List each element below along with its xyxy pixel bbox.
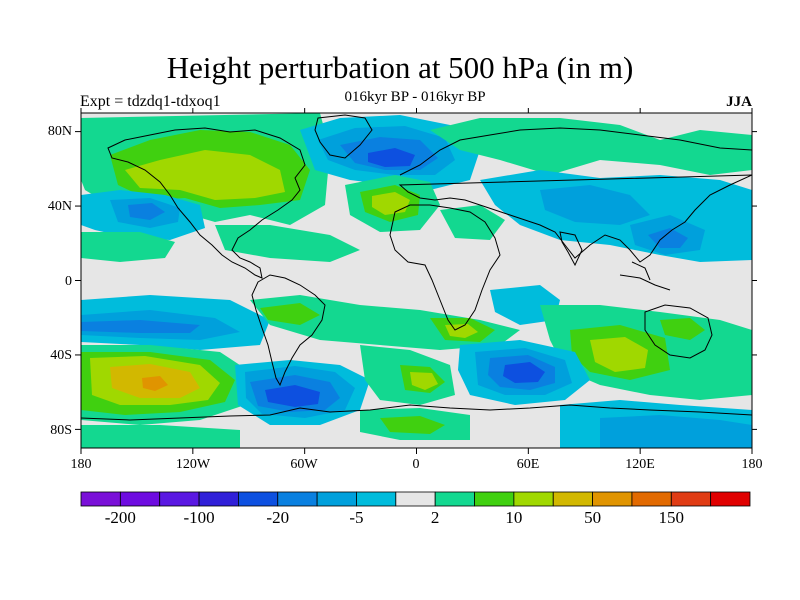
colorbar-box (198, 491, 239, 507)
colorbar-box (631, 491, 672, 507)
anomaly-antarctic-core (600, 415, 752, 448)
anomaly-southeast-pacific-peak (142, 376, 168, 391)
coastline-australia (644, 304, 713, 359)
season-label: JJA (726, 94, 752, 110)
anomaly-antarctic-positive (81, 425, 240, 448)
axis-ticks (75, 108, 757, 454)
lon-tick-label: 180 (742, 457, 763, 472)
anomaly-south-pacific-max (81, 320, 200, 333)
colorbar-label: -5 (349, 508, 363, 527)
anomaly-east-pacific-positive (215, 225, 360, 262)
lon-tick-label: 0 (413, 457, 420, 472)
contour-field (81, 113, 752, 448)
colorbar-label: 2 (431, 508, 440, 527)
latitude-labels: 80N 40N 0 40S 80S (48, 124, 72, 438)
anomaly-asia-core (540, 185, 650, 225)
colorbar-label: 10 (505, 508, 522, 527)
anomaly-south-atlantic-lower-max (410, 372, 438, 390)
anomaly-eurasia-positive (430, 118, 752, 175)
colorbar-box (513, 491, 554, 507)
colorbar-box (356, 491, 397, 507)
anomaly-australia-max (590, 337, 648, 372)
anomaly-sahara-positive (440, 205, 505, 240)
coastlines (81, 114, 752, 421)
lat-tick-label: 40N (48, 199, 72, 214)
colorbar-box (474, 491, 515, 507)
colorbar-box (710, 491, 751, 507)
anomaly-north-pacific-max (128, 203, 165, 220)
coastline-south-america (251, 274, 326, 387)
anomaly-antarctic-atlantic-core (380, 416, 445, 434)
anomaly-brazil-positive (260, 303, 320, 325)
coastline-north-america (107, 127, 306, 279)
colorbar-box (670, 491, 712, 507)
colorbar-box (277, 491, 318, 507)
colorbar-label: 50 (584, 508, 601, 527)
coastline-greenland (314, 114, 373, 159)
anomaly-tasman-positive (660, 318, 705, 340)
anomaly-indian-ocean-negative (490, 285, 560, 325)
lat-tick-label: 80N (48, 124, 72, 139)
anomaly-north-america-max (125, 150, 285, 200)
coastline-indonesia (619, 261, 671, 291)
colorbar (80, 491, 751, 507)
lat-tick-label: 0 (65, 274, 72, 289)
colorbar-box (316, 491, 357, 507)
colorbar-box (395, 491, 436, 507)
colorbar-labels: -200 -100 -20 -5 2 10 50 150 (105, 508, 684, 527)
colorbar-box (552, 491, 593, 507)
coastline-eurasia (398, 127, 752, 263)
anomaly-north-atlantic-max (368, 148, 415, 167)
colorbar-box (119, 491, 161, 507)
colorbar-box (238, 491, 279, 507)
colorbar-label: -20 (266, 508, 289, 527)
experiment-label: Expt = tdzdq1-tdxoq1 (80, 93, 221, 110)
anomaly-tropical-pacific-positive (81, 232, 175, 262)
lon-tick-label: 120W (176, 457, 211, 472)
colorbar-box (80, 491, 121, 507)
coastline-india (559, 231, 583, 267)
period-label: 016kyr BP - 016kyr BP (344, 89, 486, 105)
anomaly-drake-passage-max (265, 385, 320, 407)
coastline-africa (389, 204, 501, 331)
colorbar-box (159, 491, 200, 507)
lon-tick-label: 180 (71, 457, 92, 472)
lon-tick-label: 60W (290, 457, 318, 472)
coastline-antarctica (81, 404, 752, 421)
lat-tick-label: 80S (50, 423, 72, 438)
map-title: Height perturbation at 500 hPa (in m) (166, 50, 634, 85)
colorbar-box (592, 491, 633, 507)
lon-tick-label: 60E (517, 457, 540, 472)
lon-tick-label: 120E (625, 457, 655, 472)
colorbar-box (434, 491, 475, 507)
colorbar-label: -200 (105, 508, 136, 527)
colorbar-label: 150 (659, 508, 685, 527)
anomaly-south-indian-max (503, 362, 545, 383)
lat-tick-label: 40S (50, 348, 72, 363)
colorbar-label: -100 (183, 508, 214, 527)
longitude-labels: 180 120W 60W 0 60E 120E 180 (71, 457, 763, 472)
